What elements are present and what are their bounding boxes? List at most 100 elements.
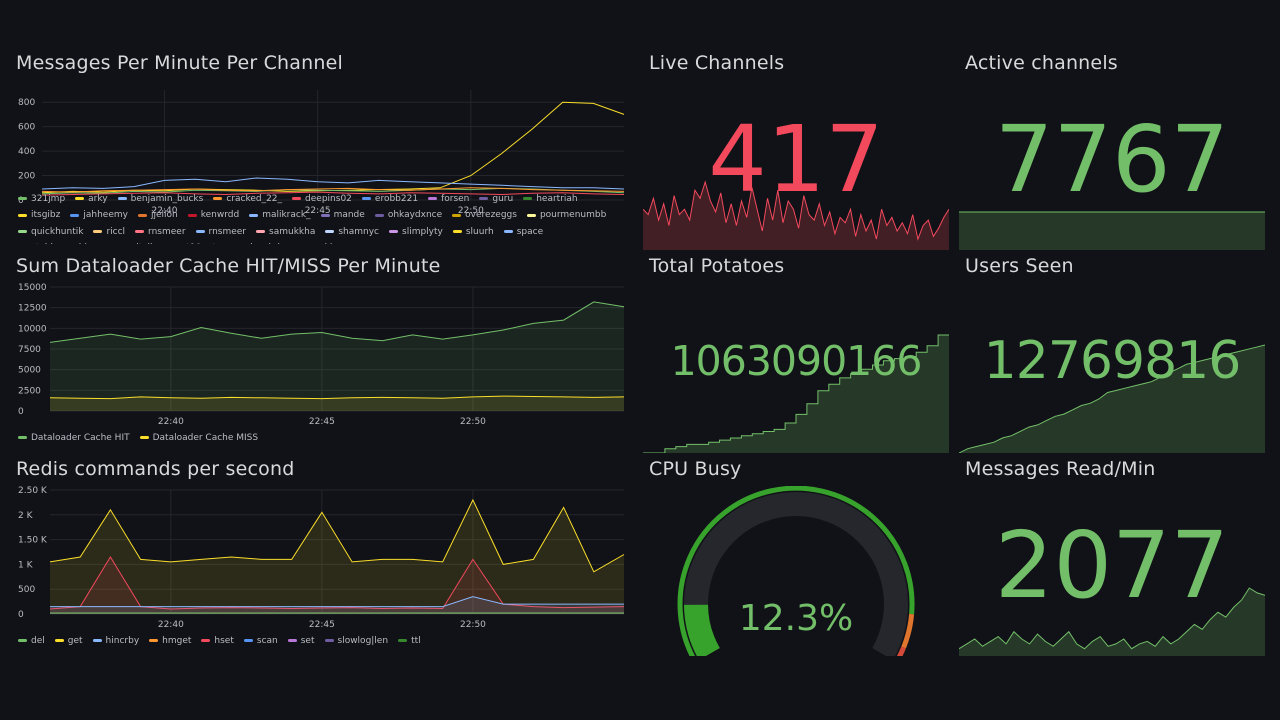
x-tick-label: 22:50 (460, 620, 486, 630)
legend-item[interactable]: hmget (149, 633, 191, 649)
legend-label: syncitylive (115, 240, 163, 244)
panel-title[interactable]: Users Seen (965, 255, 1074, 277)
legend-item[interactable]: malikrack_ (249, 207, 311, 223)
legend-item[interactable]: hset (201, 633, 234, 649)
legend-item[interactable]: rnsmeer (195, 224, 246, 240)
legend-item[interactable]: vulpeshd (226, 240, 280, 244)
legend-item[interactable]: xguckie (290, 240, 338, 244)
chart-legend: Dataloader Cache HIT Dataloader Cache MIS… (18, 429, 626, 446)
panel-title[interactable]: Total Potatoes (649, 255, 785, 277)
x-tick-label: 22:45 (309, 620, 335, 630)
panel-title[interactable]: Active channels (965, 52, 1118, 74)
chart-legend: del get hincrby hmget hset scan set slowlog|len… (18, 632, 626, 649)
x-tick-label: 22:50 (458, 206, 484, 216)
legend-item[interactable]: Dataloader Cache MISS (139, 430, 258, 446)
legend-item[interactable]: guru (479, 191, 513, 207)
sparkline-area (959, 345, 1265, 453)
legend-item[interactable]: del (18, 633, 45, 649)
legend-item[interactable]: syncitylive (102, 240, 163, 244)
y-tick-label: 0 (18, 610, 24, 620)
series-line (41, 101, 625, 194)
legend-label: set (300, 635, 315, 646)
legend-swatch (75, 197, 85, 200)
legend-item[interactable]: cracked_22_ (213, 191, 282, 207)
legend-swatch (479, 197, 489, 200)
legend-swatch (287, 639, 297, 642)
legend-swatch (18, 639, 27, 642)
legend-label: slowlog|len (337, 635, 389, 646)
legend-item[interactable]: forsen (428, 191, 469, 207)
legend-item[interactable]: hincrby (92, 633, 139, 649)
redis-chart[interactable]: 2.50 K 2 K 1.50 K 1 K 500 0 22:40 22:45 22:50 (16, 486, 628, 634)
legend-swatch (70, 213, 80, 217)
legend-swatch (389, 230, 398, 233)
legend-item[interactable]: sluurh (452, 224, 494, 240)
legend-item[interactable]: samukkha (256, 224, 315, 240)
legend-swatch (18, 436, 27, 439)
panel-title[interactable]: Sum Dataloader Cache HIT/MISS Per Minute (16, 255, 441, 277)
legend-swatch (374, 213, 384, 217)
legend-label: itsgibz (31, 210, 61, 220)
gauge-track (684, 492, 908, 656)
sparkline-line (959, 344, 1265, 453)
legend-item[interactable]: Dataloader Cache HIT (18, 430, 130, 446)
legend-item[interactable]: scan (243, 633, 278, 649)
legend-label: hmget (162, 635, 192, 646)
series-line (50, 596, 624, 608)
panel-title[interactable]: Live Channels (649, 52, 785, 74)
legend-item[interactable]: slowlog|len (324, 633, 389, 649)
users-seen-value: 12769816 (983, 331, 1242, 391)
legend-item[interactable]: stableronaldo (18, 240, 92, 244)
legend-item[interactable]: 321jmp (18, 191, 65, 207)
legend-item[interactable]: quickhuntik (18, 224, 83, 240)
legend-item[interactable]: t10nat (173, 240, 216, 244)
messages-chart[interactable]: 800 600 400 200 0 22:40 22:45 22:50 (16, 86, 628, 226)
legend-item[interactable]: jahheemy (70, 207, 128, 223)
legend-item[interactable]: space (503, 224, 543, 240)
legend-item[interactable]: erobb221 (361, 191, 418, 207)
legend-item[interactable]: slimplyty (389, 224, 443, 240)
legend-item[interactable]: set (287, 633, 315, 649)
legend-item[interactable]: deepins02 (292, 191, 352, 207)
panel-title[interactable]: CPU Busy (649, 458, 742, 480)
legend-item[interactable]: arky (75, 191, 108, 207)
legend-item[interactable]: itsgibz (18, 207, 60, 223)
legend-item[interactable]: mande (320, 207, 365, 223)
sparkline-line (643, 180, 949, 241)
legend-item[interactable]: overezeggs (452, 207, 517, 223)
legend-label: vulpeshd (239, 240, 280, 244)
legend-swatch (135, 230, 145, 233)
x-tick-label: 22:40 (158, 417, 184, 427)
legend-item[interactable]: jjellon (137, 207, 178, 223)
y-tick-label: 200 (18, 172, 35, 182)
legend-item[interactable]: ttl (398, 633, 421, 649)
legend-item[interactable]: heartriah (523, 191, 578, 207)
panel-title[interactable]: Messages Per Minute Per Channel (16, 52, 343, 74)
y-axis: 15000 12500 10000 7500 5000 2500 0 (18, 283, 624, 417)
legend-label: benjamin_bucks (130, 193, 204, 204)
panel-title[interactable]: Messages Read/Min (965, 458, 1156, 480)
chart-legend: 321jmp arky benjamin_bucks cracked_22_ deepi… (18, 190, 626, 244)
sparkline-line (643, 334, 949, 453)
legend-label: cracked_22_ (226, 193, 283, 204)
x-tick-label: 22:50 (460, 417, 486, 427)
legend-item[interactable]: benjamin_bucks (117, 191, 204, 207)
gauge-threshold-orange (901, 613, 915, 649)
panel-title[interactable]: Redis commands per second (16, 458, 295, 480)
x-tick-label: 22:40 (152, 206, 178, 216)
legend-item[interactable]: get (54, 633, 83, 649)
legend-swatch (398, 639, 408, 642)
legend-item[interactable]: ohkaydxnce (374, 207, 442, 223)
legend-item[interactable]: kenwrdd (187, 207, 239, 223)
sparkline-area (959, 212, 1265, 250)
legend-label: del (31, 635, 45, 646)
panel-total-potatoes: Total Potatoes 1063090166 (643, 255, 949, 453)
legend-swatch (117, 197, 127, 200)
legend-item[interactable]: riccl (93, 224, 125, 240)
legend-item[interactable]: pourmenumbb (526, 207, 606, 223)
legend-label: guru (492, 193, 514, 204)
legend-item[interactable]: shamnyc (325, 224, 379, 240)
legend-item[interactable]: rnsmeer (135, 224, 186, 240)
legend-label: jjellon (150, 210, 178, 220)
